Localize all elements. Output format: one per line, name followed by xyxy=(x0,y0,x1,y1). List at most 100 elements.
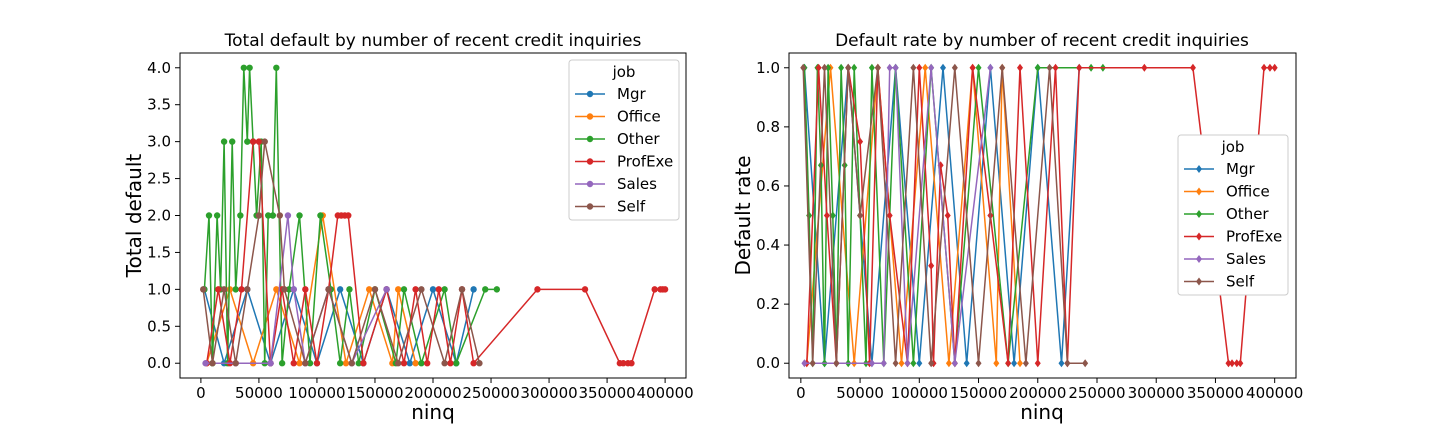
data-point xyxy=(325,286,332,293)
legend-marker xyxy=(1196,277,1202,286)
legend-marker xyxy=(586,203,594,210)
x-axis-ticks: 0 50000 100000 150000 200000 250000 300000 3500… xyxy=(796,378,1303,402)
data-point xyxy=(215,286,222,293)
data-point xyxy=(916,359,923,368)
x-tick-label: 100000 xyxy=(891,384,948,402)
data-point xyxy=(306,360,314,367)
data-point xyxy=(928,359,935,368)
data-point xyxy=(857,211,864,220)
series-layer xyxy=(200,64,669,367)
x-axis-label: ninq xyxy=(411,400,455,424)
data-point xyxy=(345,212,352,219)
data-point xyxy=(394,360,402,367)
y-tick-label: 0.5 xyxy=(147,317,171,335)
legend-marker xyxy=(586,113,594,120)
data-point xyxy=(412,360,419,367)
data-point xyxy=(987,63,994,72)
data-point xyxy=(290,360,297,367)
legend-item-office: Office xyxy=(575,108,661,126)
data-point xyxy=(284,212,292,219)
data-point xyxy=(829,211,836,220)
data-point xyxy=(296,212,303,219)
legend-label: Self xyxy=(617,198,646,216)
data-point xyxy=(1271,63,1278,72)
data-point xyxy=(661,286,669,293)
data-point xyxy=(232,286,239,293)
legend-marker xyxy=(1196,255,1202,263)
data-point xyxy=(336,360,344,367)
data-point xyxy=(470,286,477,293)
data-point xyxy=(1076,63,1083,72)
data-point xyxy=(628,360,635,367)
data-point xyxy=(317,212,324,219)
data-point xyxy=(969,63,976,72)
data-point xyxy=(534,286,541,293)
legend-title: job xyxy=(612,63,636,81)
data-point xyxy=(1189,63,1196,72)
plot-frame xyxy=(788,52,1297,379)
series-line xyxy=(202,141,481,367)
data-point xyxy=(898,359,905,368)
x-tick-label: 300000 xyxy=(520,384,577,402)
legend-item-sales: Sales xyxy=(1184,250,1266,268)
legend-label: Sales xyxy=(1226,250,1266,268)
data-point xyxy=(1005,359,1012,368)
x-tick-label: 0 xyxy=(796,384,806,402)
x-tick-label: 50000 xyxy=(836,384,884,402)
legend-marker xyxy=(1196,165,1202,173)
legend-title: job xyxy=(1221,138,1245,156)
data-point xyxy=(360,360,367,367)
data-point xyxy=(220,286,228,293)
legend-label: Office xyxy=(617,108,661,126)
data-point xyxy=(371,286,379,293)
y-tick-label: 3.0 xyxy=(147,133,171,151)
data-point xyxy=(493,286,501,293)
data-point xyxy=(226,286,234,293)
data-point xyxy=(825,63,832,72)
data-point xyxy=(910,63,917,72)
data-point xyxy=(429,286,437,293)
x-tick-label: 400000 xyxy=(1246,384,1303,402)
data-point xyxy=(904,359,911,368)
legend-label: Self xyxy=(1226,273,1255,291)
data-point xyxy=(1022,359,1029,368)
legend-label: ProfExe xyxy=(617,153,673,171)
legend-item-profexe: ProfExe xyxy=(575,153,673,171)
data-point xyxy=(470,360,477,367)
data-point xyxy=(999,63,1006,72)
data-point xyxy=(418,286,425,293)
data-point xyxy=(418,360,425,367)
legend-label: Other xyxy=(1226,205,1269,223)
legend-box xyxy=(568,59,680,221)
data-point xyxy=(205,212,213,219)
data-point xyxy=(400,360,408,367)
data-point xyxy=(249,138,257,145)
data-point xyxy=(801,359,808,368)
data-point xyxy=(806,211,813,220)
data-point xyxy=(441,360,448,367)
legend-label: Mgr xyxy=(1226,160,1255,178)
data-point xyxy=(244,286,251,293)
data-point xyxy=(246,64,253,71)
data-point xyxy=(821,63,828,72)
data-point xyxy=(1064,359,1071,368)
legend-marker xyxy=(586,158,594,165)
data-point xyxy=(851,63,858,72)
y-tick-label: 0.0 xyxy=(756,354,780,372)
legend-item-other: Other xyxy=(1184,205,1269,223)
data-point xyxy=(278,360,286,367)
y-axis-label: Default rate xyxy=(731,155,755,275)
series-self xyxy=(200,138,483,367)
data-point xyxy=(267,360,274,367)
chart-title: Total default by number of recent credit… xyxy=(224,31,642,51)
legend-item-profexe: ProfExe xyxy=(1184,228,1282,246)
data-point xyxy=(237,212,244,219)
data-point xyxy=(240,64,248,71)
data-point xyxy=(809,359,816,368)
data-point xyxy=(1052,63,1059,72)
data-point xyxy=(458,286,466,293)
data-point xyxy=(1082,359,1089,368)
data-point xyxy=(1046,63,1053,72)
data-point xyxy=(928,63,935,72)
